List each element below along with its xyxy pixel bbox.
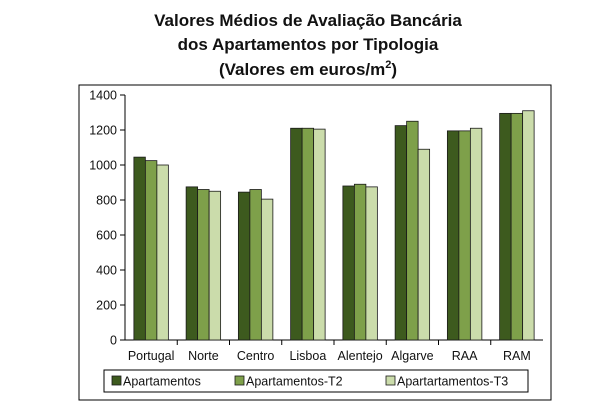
bar: [260, 198, 274, 341]
legend-swatch: [385, 375, 396, 386]
bar: [365, 186, 378, 341]
y-tick-label: 600: [96, 229, 117, 243]
bar: [208, 190, 222, 341]
bar: [510, 112, 524, 341]
chart-title-line-3-main: (Valores em euros/m: [219, 60, 385, 79]
chart-frame: [78, 84, 552, 401]
x-category-label: RAM: [503, 349, 531, 363]
bar: [301, 127, 315, 341]
chart-title-line-3: (Valores em euros/m2): [219, 59, 397, 79]
x-category-label: Centro: [237, 349, 275, 363]
bar: [499, 112, 512, 341]
bar: [185, 186, 199, 341]
x-category-label: Portugal: [128, 349, 175, 363]
y-tick-label: 1400: [89, 89, 117, 103]
plot-area: 0 200 400 600 800 1000 1200 1400 Portugal Norte Ce…: [89, 89, 543, 363]
legend: Apartamentos Apartamentos-T2 Apartartament…: [103, 369, 529, 393]
legend-swatch: [111, 375, 122, 386]
y-tick-label: 400: [96, 264, 117, 278]
legend-label: Apartamentos-T2: [246, 375, 343, 389]
chart-title-line-3-end: ): [391, 60, 397, 79]
x-category-label: Lisboa: [289, 349, 326, 363]
bar: [458, 130, 471, 341]
y-tick-label: 1200: [89, 124, 117, 138]
bar: [469, 127, 483, 341]
bar: [237, 191, 251, 341]
bar: [406, 120, 419, 341]
bar: [417, 148, 431, 341]
legend-swatch: [234, 375, 245, 386]
y-tick-label: 800: [96, 194, 117, 208]
bar: [313, 128, 326, 341]
y-tick-label: 200: [96, 299, 117, 313]
x-category-label: Algarve: [391, 349, 433, 363]
bar: [290, 127, 303, 341]
bar: [144, 160, 158, 341]
bar: [156, 164, 169, 341]
bar: [446, 130, 460, 341]
x-category-label: Alentejo: [338, 349, 383, 363]
bar: [522, 110, 535, 341]
y-tick-label: 0: [110, 334, 117, 348]
y-tick-label: 1000: [89, 159, 117, 173]
chart-title-line-1: Valores Médios de Avaliação Bancária: [154, 11, 462, 30]
legend-box: [103, 369, 529, 393]
legend-label: Apartamentos: [123, 375, 201, 389]
x-category-label: RAA: [452, 349, 478, 363]
chart-title-line-2: dos Apartamentos por Tipologia: [178, 35, 439, 54]
x-category-label: Norte: [188, 349, 219, 363]
bar: [353, 183, 367, 341]
bar: [249, 189, 262, 341]
chart-title-superscript: 2: [385, 59, 391, 71]
legend-label: Apartartamentos-T3: [397, 375, 508, 389]
bar: [197, 189, 210, 341]
bar: [133, 156, 146, 341]
bar: [394, 125, 408, 341]
bar: [342, 185, 355, 341]
